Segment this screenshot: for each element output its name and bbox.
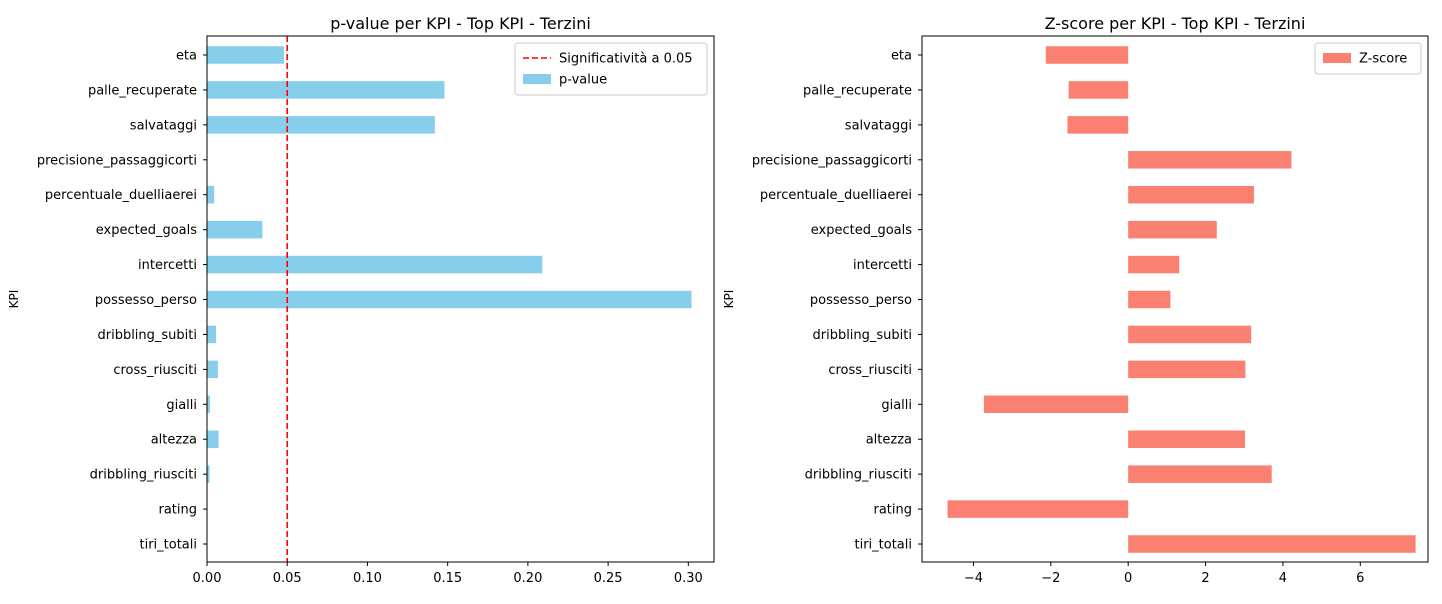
legend-swatch-zscore: [1323, 53, 1351, 63]
pvalue-bar: [207, 46, 284, 64]
zscore-x-tick-label: −4: [964, 571, 983, 586]
zscore-bar: [1128, 361, 1245, 379]
pvalue-y-tick-label: rating: [158, 503, 197, 518]
pvalue-bar: [207, 361, 218, 379]
zscore-chart: Z-score per KPI - Top KPI - Terzini KPI et…: [722, 14, 1428, 586]
zscore-y-tick-label: dribbling_subiti: [812, 328, 912, 343]
zscore-bar: [1128, 221, 1217, 239]
zscore-bar: [1128, 186, 1254, 204]
pvalue-y-tick-label: palle_recuperate: [88, 83, 197, 98]
zscore-bar: [1046, 46, 1128, 64]
pvalue-x-tick-label: 0.00: [193, 571, 222, 586]
pvalue-bar: [207, 430, 219, 448]
zscore-y-tick-label: intercetti: [853, 258, 912, 273]
pvalue-x-tick-label: 0.25: [594, 571, 623, 586]
pvalue-y-tick-label: possesso_perso: [95, 293, 197, 308]
zscore-x-tick-label: 0: [1124, 571, 1132, 586]
pvalue-y-axis-label: KPI: [7, 290, 21, 309]
pvalue-y-tick-label: gialli: [166, 398, 197, 413]
zscore-y-tick-label: percentuale_duelliaerei: [760, 188, 912, 203]
zscore-y-tick-label: cross_riusciti: [828, 363, 912, 378]
zscore-x-tick-label: 2: [1201, 571, 1209, 586]
pvalue-x-tick-label: 0.10: [353, 571, 382, 586]
legend-label: p-value: [559, 73, 607, 88]
zscore-y-tick-label: rating: [873, 503, 912, 518]
zscore-y-tick-label: altezza: [866, 433, 912, 448]
zscore-bar: [1128, 535, 1415, 553]
pvalue-y-tick-label: expected_goals: [96, 223, 197, 238]
pvalue-y-tick-label: salvataggi: [130, 118, 197, 133]
legend-label: Significatività a 0.05: [559, 52, 693, 67]
zscore-axes-frame: [922, 36, 1428, 562]
zscore-chart-title: Z-score per KPI - Top KPI - Terzini: [1045, 14, 1306, 33]
pvalue-bar: [207, 116, 435, 134]
pvalue-y-tick-label: percentuale_duelliaerei: [45, 188, 197, 203]
zscore-y-tick-label: tiri_totali: [854, 538, 912, 553]
pvalue-bar: [207, 81, 444, 99]
legend-label: Z-score: [1359, 52, 1407, 67]
pvalue-bar: [207, 186, 214, 204]
zscore-y-tick-label: precisione_passaggicorti: [752, 153, 912, 168]
zscore-bar: [1069, 81, 1129, 99]
zscore-bar: [1067, 116, 1128, 134]
zscore-bar: [984, 396, 1128, 414]
zscore-bar: [1128, 151, 1291, 169]
pvalue-x-tick-label: 0.30: [674, 571, 703, 586]
pvalue-bar: [207, 256, 542, 274]
zscore-y-tick-label: palle_recuperate: [803, 83, 912, 98]
pvalue-bar: [207, 291, 692, 309]
zscore-bar: [1128, 326, 1251, 344]
zscore-bar: [1128, 256, 1179, 274]
zscore-y-tick-label: gialli: [881, 398, 912, 413]
pvalue-y-tick-label: cross_riusciti: [113, 363, 197, 378]
zscore-x-tick-label: −2: [1041, 571, 1060, 586]
pvalue-chart: p-value per KPI - Top KPI - Terzini KPI et…: [7, 14, 714, 586]
zscore-bar: [1128, 430, 1245, 448]
zscore-y-tick-label: possesso_perso: [810, 293, 912, 308]
zscore-bar: [948, 500, 1129, 517]
pvalue-y-tick-label: intercetti: [138, 258, 197, 273]
pvalue-bar: [207, 326, 216, 344]
pvalue-x-tick-label: 0.20: [513, 571, 542, 586]
pvalue-chart-title: p-value per KPI - Top KPI - Terzini: [330, 14, 591, 33]
legend-swatch-pvalue: [523, 74, 551, 84]
pvalue-bar: [207, 221, 262, 239]
zscore-y-axis-label: KPI: [722, 290, 736, 309]
zscore-x-tick-label: 6: [1356, 571, 1364, 586]
zscore-y-tick-label: eta: [891, 49, 912, 64]
zscore-y-tick-label: dribbling_riusciti: [805, 468, 912, 483]
pvalue-y-tick-label: precisione_passaggicorti: [37, 153, 197, 168]
pvalue-y-tick-label: eta: [176, 49, 197, 64]
pvalue-x-tick-label: 0.05: [273, 571, 302, 586]
zscore-bar: [1128, 291, 1170, 309]
pvalue-y-tick-label: dribbling_riusciti: [90, 468, 197, 483]
pvalue-y-tick-label: altezza: [151, 433, 197, 448]
zscore-y-tick-label: salvataggi: [845, 118, 912, 133]
pvalue-y-tick-label: dribbling_subiti: [97, 328, 197, 343]
pvalue-y-tick-label: tiri_totali: [139, 538, 197, 553]
zscore-bar: [1128, 465, 1272, 483]
zscore-x-tick-label: 4: [1279, 571, 1287, 586]
pvalue-x-tick-label: 0.15: [433, 571, 462, 586]
zscore-y-tick-label: expected_goals: [811, 223, 912, 238]
